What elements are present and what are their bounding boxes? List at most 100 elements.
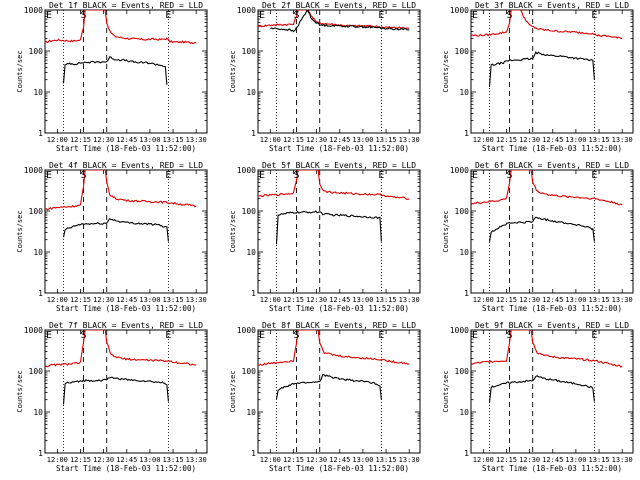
chart-svg: 1 10 100 1000 12:00 12:15 12:30 12:45 13:00 13:15… <box>442 321 634 473</box>
chart-title: Det 5f BLACK = Events, RED = LLD <box>262 161 416 170</box>
corner-marker-label: E <box>46 170 52 181</box>
corner-marker-label: E <box>472 10 478 21</box>
x-tick-label: 12:30 <box>93 136 114 144</box>
y-tick-label: 10 <box>246 408 256 417</box>
y-tick-label: 10 <box>33 248 43 257</box>
y-tick-label: 1 <box>38 129 43 138</box>
detector-panel: 1 10 100 1000 12:00 12:15 12:30 12:45 13:00 13:15… <box>213 160 426 320</box>
x-tick-label: 13:15 <box>376 456 397 464</box>
x-tick-label: 12:15 <box>283 296 304 304</box>
x-tick-label: 12:15 <box>283 456 304 464</box>
chart-svg: 1 10 100 1000 12:00 12:15 12:30 12:45 13:00 13:15… <box>442 161 634 313</box>
chart-svg: 1 10 100 1000 12:00 12:15 12:30 12:45 13:00 13:15… <box>229 321 421 473</box>
x-axis-label: Start Time (18-Feb-03 11:52:00) <box>269 464 409 473</box>
y-tick-label: 1 <box>464 449 469 458</box>
y-tick-label: 1000 <box>237 6 256 15</box>
end-marker-label: E <box>165 10 171 21</box>
plot-frame <box>44 9 208 134</box>
detector-panel: 1 10 100 1000 12:00 12:15 12:30 12:45 13:00 13:15… <box>426 160 639 320</box>
chart-svg: 1 10 100 1000 12:00 12:15 12:30 12:45 13:00 13:15… <box>16 321 208 473</box>
lld-series-line <box>258 170 410 200</box>
x-tick-label: 12:30 <box>93 456 114 464</box>
plot-frame <box>470 9 634 134</box>
x-tick-label: 13:30 <box>612 136 633 144</box>
detector-panel: 1 10 100 1000 12:00 12:15 12:30 12:45 13:00 13:15… <box>0 320 213 480</box>
x-tick-label: 13:00 <box>352 296 373 304</box>
x-tick-label: 12:45 <box>329 136 350 144</box>
chart-svg: 1 10 100 1000 12:00 12:15 12:30 12:45 13:00 13:15… <box>229 1 421 153</box>
y-tick-label: 100 <box>455 207 470 216</box>
x-tick-label: 13:30 <box>399 136 420 144</box>
chart-svg: 1 10 100 1000 12:00 12:15 12:30 12:45 13:00 13:15… <box>442 1 634 153</box>
x-axis-label: Start Time (18-Feb-03 11:52:00) <box>269 144 409 153</box>
y-tick-label: 10 <box>33 88 43 97</box>
y-tick-label: 10 <box>459 248 469 257</box>
x-axis-label: Start Time (18-Feb-03 11:52:00) <box>56 304 196 313</box>
x-tick-label: 13:30 <box>186 456 207 464</box>
y-axis-label: Counts/sec <box>442 210 450 252</box>
y-tick-label: 100 <box>455 47 470 56</box>
end-marker-label: E <box>591 170 597 181</box>
y-axis-label: Counts/sec <box>229 210 237 252</box>
x-tick-label: 13:15 <box>376 296 397 304</box>
x-tick-label: 12:15 <box>283 136 304 144</box>
end-marker-label: E <box>378 170 384 181</box>
y-tick-label: 10 <box>459 88 469 97</box>
y-axis-label: Counts/sec <box>16 370 24 412</box>
y-tick-label: 10 <box>246 248 256 257</box>
x-tick-label: 13:30 <box>399 296 420 304</box>
x-tick-label: 12:45 <box>542 296 563 304</box>
plot-frame <box>257 169 421 294</box>
plot-frame <box>257 329 421 454</box>
corner-marker-label: E <box>472 330 478 341</box>
x-tick-label: 12:15 <box>496 296 517 304</box>
x-tick-label: 13:00 <box>565 136 586 144</box>
events-series-line <box>62 56 168 85</box>
corner-marker-label: E <box>46 10 52 21</box>
x-tick-label: 12:15 <box>70 136 91 144</box>
lld-series-line <box>471 10 623 40</box>
x-tick-label: 12:45 <box>542 456 563 464</box>
plot-frame <box>44 169 208 294</box>
x-tick-label: 12:30 <box>306 136 327 144</box>
y-tick-label: 100 <box>242 47 257 56</box>
detector-panel: 1 10 100 1000 12:00 12:15 12:30 12:45 13:00 13:15… <box>426 320 639 480</box>
y-axis-label: Counts/sec <box>229 50 237 92</box>
start-marker-label: S <box>294 330 300 341</box>
y-tick-label: 1000 <box>237 166 256 175</box>
y-tick-label: 1 <box>38 289 43 298</box>
corner-marker-label: E <box>46 330 52 341</box>
x-tick-label: 12:00 <box>260 296 281 304</box>
chart-title: Det 3f BLACK = Events, RED = LLD <box>475 1 629 10</box>
lld-series-line <box>471 170 623 206</box>
end-marker-label: E <box>378 10 384 21</box>
lld-series-line <box>45 170 197 211</box>
x-tick-label: 13:15 <box>589 456 610 464</box>
x-tick-label: 12:45 <box>329 456 350 464</box>
start-marker-label: S <box>294 170 300 181</box>
y-tick-label: 1000 <box>450 326 469 335</box>
y-tick-label: 1 <box>251 449 256 458</box>
y-tick-label: 1000 <box>237 326 256 335</box>
x-tick-label: 13:15 <box>376 136 397 144</box>
x-tick-label: 13:15 <box>589 136 610 144</box>
x-tick-label: 13:00 <box>139 296 160 304</box>
x-tick-label: 12:00 <box>473 296 494 304</box>
chart-title: Det 7f BLACK = Events, RED = LLD <box>49 321 203 330</box>
x-axis-label: Start Time (18-Feb-03 11:52:00) <box>56 464 196 473</box>
x-tick-label: 12:15 <box>70 456 91 464</box>
corner-marker-label: E <box>472 170 478 181</box>
y-tick-label: 100 <box>29 47 44 56</box>
x-tick-label: 12:45 <box>542 136 563 144</box>
y-axis-label: Counts/sec <box>229 370 237 412</box>
x-tick-label: 13:15 <box>163 296 184 304</box>
chart-svg: 1 10 100 1000 12:00 12:15 12:30 12:45 13:00 13:15… <box>229 161 421 313</box>
start-marker-label: S <box>507 330 513 341</box>
x-tick-label: 12:15 <box>496 136 517 144</box>
lld-series-line <box>258 330 410 366</box>
start-marker-label: S <box>81 170 87 181</box>
start-marker-label: S <box>81 330 87 341</box>
x-tick-label: 12:15 <box>70 296 91 304</box>
events-series-line <box>488 50 595 88</box>
